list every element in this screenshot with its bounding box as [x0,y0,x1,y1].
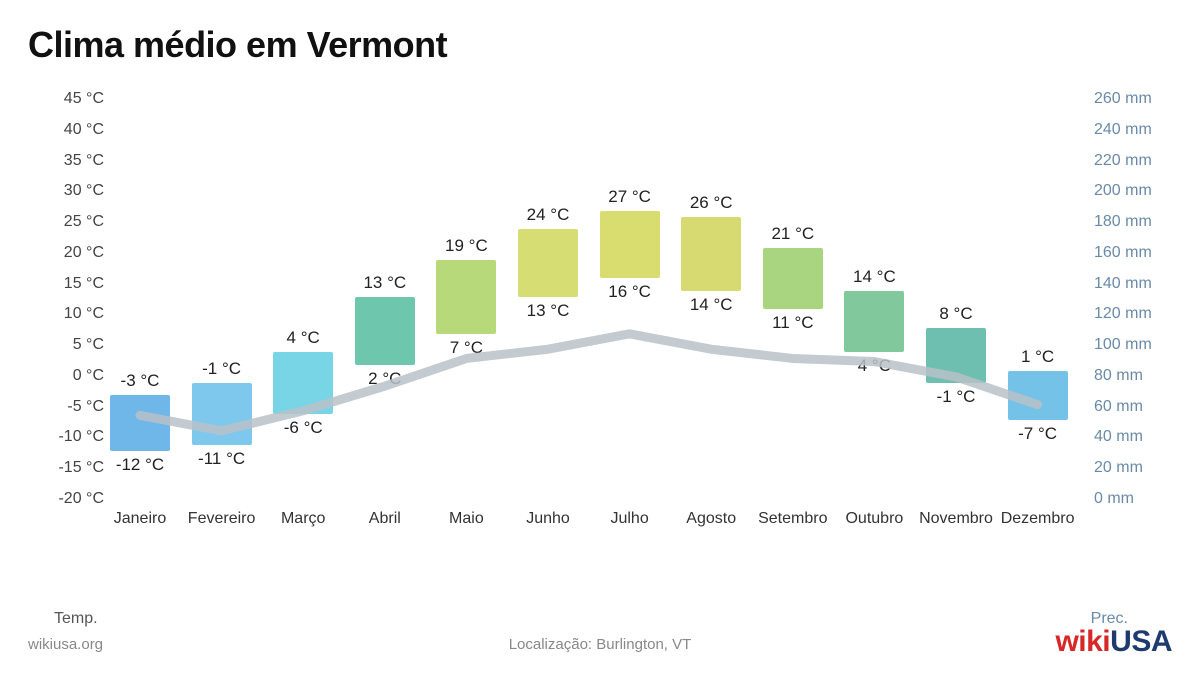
yright-tick: 240 mm [1094,121,1152,139]
yleft-tick: 5 °C [73,336,104,354]
temp-bar [844,291,904,353]
y-axis-right: 260 mm240 mm220 mm200 mm180 mm160 mm140 … [1090,100,1170,500]
chart: 45 °C40 °C35 °C30 °C25 °C20 °C15 °C10 °C… [30,100,1170,580]
logo: wikiUSA [1055,625,1172,659]
month-label: Maio [449,510,484,528]
temp-low-label: 7 °C [450,338,483,358]
yright-tick: 0 mm [1094,490,1134,508]
month-label: Março [281,510,325,528]
temp-bar [518,229,578,297]
chart-title: Clima médio em Vermont [28,24,447,66]
temp-low-label: 16 °C [608,282,651,302]
month-label: Dezembro [1001,510,1075,528]
temp-bar [1008,371,1068,420]
temp-bar [600,211,660,279]
temp-bar [355,297,415,365]
temp-low-label: -7 °C [1018,424,1057,444]
temp-high-label: 8 °C [939,304,972,324]
temp-bar [681,217,741,291]
temp-high-label: -3 °C [121,371,160,391]
yright-tick: 40 mm [1094,428,1143,446]
temp-high-label: -1 °C [202,359,241,379]
temp-bar [273,352,333,414]
month-label: Janeiro [114,510,166,528]
temp-low-label: -1 °C [937,387,976,407]
temp-high-label: 27 °C [608,187,651,207]
temp-low-label: 4 °C [858,356,891,376]
temp-bar [436,260,496,334]
temp-high-label: 19 °C [445,236,488,256]
yleft-tick: 10 °C [64,305,104,323]
month-label: Julho [610,510,648,528]
footer-site: wikiusa.org [28,636,103,653]
temp-low-label: 14 °C [690,295,733,315]
yright-tick: 200 mm [1094,182,1152,200]
plot-area: -3 °C -12 °C -1 °C -11 °C 4 °C -6 °C 13 °C 2 °C… [110,100,1090,540]
yleft-tick: 45 °C [64,90,104,108]
temp-high-label: 1 °C [1021,347,1054,367]
yright-tick: 100 mm [1094,336,1152,354]
temp-bar [110,395,170,450]
temp-low-label: -11 °C [198,449,245,469]
yright-tick: 160 mm [1094,244,1152,262]
temp-high-label: 26 °C [690,193,733,213]
yleft-tick: -10 °C [58,428,104,446]
temp-high-label: 21 °C [771,224,814,244]
yleft-tick: 20 °C [64,244,104,262]
temp-low-label: 13 °C [527,301,570,321]
temp-high-label: 24 °C [527,205,570,225]
yleft-tick: 0 °C [73,367,104,385]
temp-low-label: 2 °C [368,369,401,389]
yleft-tick: -15 °C [58,459,104,477]
yleft-tick: 35 °C [64,152,104,170]
y-axis-left: 45 °C40 °C35 °C30 °C25 °C20 °C15 °C10 °C… [30,100,108,500]
temp-bar [926,328,986,383]
logo-part-red: wiki [1055,625,1110,658]
logo-part-blue: USA [1110,625,1172,658]
temp-bar [763,248,823,310]
month-label: Outubro [845,510,903,528]
temp-low-label: -12 °C [116,455,164,475]
temp-high-label: 4 °C [287,328,320,348]
month-label: Setembro [758,510,827,528]
yleft-tick: 40 °C [64,121,104,139]
yright-tick: 180 mm [1094,213,1152,231]
yleft-tick: 30 °C [64,182,104,200]
left-axis-title: Temp. [54,610,98,628]
month-label: Abril [369,510,401,528]
month-label: Junho [526,510,570,528]
yleft-tick: -5 °C [67,398,104,416]
month-label: Novembro [919,510,993,528]
bar-grid: -3 °C -12 °C -1 °C -11 °C 4 °C -6 °C 13 °C 2 °C… [110,100,1090,500]
yright-tick: 260 mm [1094,90,1152,108]
yright-tick: 220 mm [1094,152,1152,170]
month-axis: Janeiro Fevereiro Março Abril Maio Junho Julho… [110,510,1090,540]
month-label: Fevereiro [188,510,256,528]
footer-location: Localização: Burlington, VT [509,636,692,653]
yright-tick: 80 mm [1094,367,1143,385]
month-label: Agosto [686,510,736,528]
temp-high-label: 14 °C [853,267,896,287]
temp-low-label: 11 °C [772,313,813,333]
yleft-tick: -20 °C [58,490,104,508]
yleft-tick: 15 °C [64,275,104,293]
yright-tick: 60 mm [1094,398,1143,416]
yright-tick: 20 mm [1094,459,1143,477]
temp-high-label: 13 °C [363,273,406,293]
yright-tick: 120 mm [1094,305,1152,323]
temp-bar [192,383,252,445]
yright-tick: 140 mm [1094,275,1152,293]
yleft-tick: 25 °C [64,213,104,231]
temp-low-label: -6 °C [284,418,323,438]
